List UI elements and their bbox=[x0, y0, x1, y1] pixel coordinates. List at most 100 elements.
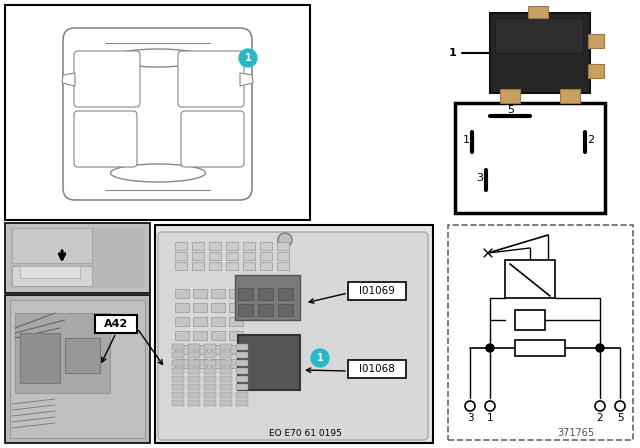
Text: 3: 3 bbox=[467, 413, 474, 423]
Bar bbox=[188, 376, 200, 382]
Text: 5: 5 bbox=[508, 105, 515, 115]
Bar bbox=[172, 392, 184, 398]
Bar bbox=[238, 335, 300, 390]
Bar bbox=[226, 252, 238, 260]
Bar bbox=[193, 331, 207, 340]
Text: 2: 2 bbox=[588, 135, 595, 145]
Bar bbox=[204, 368, 216, 374]
Bar bbox=[15, 313, 110, 393]
Bar bbox=[505, 260, 555, 298]
Bar bbox=[220, 400, 232, 406]
Circle shape bbox=[278, 233, 292, 247]
Bar bbox=[193, 289, 207, 298]
Polygon shape bbox=[62, 73, 75, 86]
Bar bbox=[172, 360, 184, 366]
Bar bbox=[12, 228, 92, 263]
Bar bbox=[490, 13, 590, 93]
Bar bbox=[220, 352, 232, 358]
Bar bbox=[175, 289, 189, 298]
Circle shape bbox=[486, 344, 494, 352]
Bar bbox=[193, 359, 207, 368]
Circle shape bbox=[595, 401, 605, 411]
Ellipse shape bbox=[111, 49, 205, 67]
Bar bbox=[588, 64, 604, 78]
Bar bbox=[500, 89, 520, 103]
Bar bbox=[172, 384, 184, 390]
Text: 1: 1 bbox=[486, 413, 493, 423]
Bar bbox=[258, 288, 273, 300]
Bar bbox=[204, 392, 216, 398]
Bar bbox=[495, 18, 583, 53]
Bar bbox=[348, 282, 406, 300]
Bar bbox=[172, 376, 184, 382]
Bar bbox=[229, 345, 243, 354]
Bar bbox=[204, 384, 216, 390]
Bar bbox=[220, 368, 232, 374]
Bar bbox=[193, 317, 207, 326]
FancyBboxPatch shape bbox=[181, 111, 244, 167]
Bar bbox=[278, 304, 293, 316]
Bar bbox=[188, 400, 200, 406]
Bar bbox=[226, 262, 238, 270]
Bar bbox=[238, 304, 253, 316]
Bar bbox=[204, 344, 216, 350]
Text: 5: 5 bbox=[617, 413, 623, 423]
Bar bbox=[172, 344, 184, 350]
Bar bbox=[243, 242, 255, 250]
FancyBboxPatch shape bbox=[178, 51, 244, 107]
Bar bbox=[588, 34, 604, 48]
Bar bbox=[155, 225, 433, 443]
Bar bbox=[211, 345, 225, 354]
Circle shape bbox=[615, 401, 625, 411]
Circle shape bbox=[465, 401, 475, 411]
Bar bbox=[229, 317, 243, 326]
Bar bbox=[95, 315, 137, 333]
Bar bbox=[220, 344, 232, 350]
Ellipse shape bbox=[111, 164, 205, 182]
Bar bbox=[560, 89, 580, 103]
Bar bbox=[278, 288, 293, 300]
FancyBboxPatch shape bbox=[74, 51, 140, 107]
Bar bbox=[188, 368, 200, 374]
Bar bbox=[455, 103, 605, 213]
Text: I01069: I01069 bbox=[359, 286, 395, 296]
Bar bbox=[243, 262, 255, 270]
Bar bbox=[175, 359, 189, 368]
Bar bbox=[238, 288, 253, 300]
Bar bbox=[209, 252, 221, 260]
Bar bbox=[10, 228, 145, 288]
Bar bbox=[204, 376, 216, 382]
Bar bbox=[211, 317, 225, 326]
Text: 371765: 371765 bbox=[557, 428, 594, 438]
Bar bbox=[277, 262, 289, 270]
Bar bbox=[515, 310, 545, 330]
Text: 1: 1 bbox=[317, 353, 323, 363]
Text: 3: 3 bbox=[477, 173, 483, 183]
Bar bbox=[260, 242, 272, 250]
Bar bbox=[65, 338, 100, 373]
Bar bbox=[236, 392, 248, 398]
FancyBboxPatch shape bbox=[74, 111, 137, 167]
Bar bbox=[175, 317, 189, 326]
Bar bbox=[220, 392, 232, 398]
Bar bbox=[236, 352, 248, 358]
Bar bbox=[448, 225, 633, 440]
Bar bbox=[229, 289, 243, 298]
Bar bbox=[258, 304, 273, 316]
Text: 1: 1 bbox=[463, 135, 470, 145]
Bar bbox=[10, 300, 145, 438]
Bar bbox=[220, 384, 232, 390]
Bar bbox=[236, 368, 248, 374]
Bar bbox=[175, 242, 187, 250]
Bar bbox=[528, 6, 548, 18]
Bar bbox=[172, 400, 184, 406]
Text: 2: 2 bbox=[596, 413, 604, 423]
Bar bbox=[20, 266, 80, 278]
Bar bbox=[229, 359, 243, 368]
Text: EO E70 61 0195: EO E70 61 0195 bbox=[269, 428, 341, 438]
Bar bbox=[175, 252, 187, 260]
Circle shape bbox=[485, 401, 495, 411]
Text: 1: 1 bbox=[244, 53, 252, 63]
Bar bbox=[236, 376, 248, 382]
FancyBboxPatch shape bbox=[63, 28, 252, 200]
